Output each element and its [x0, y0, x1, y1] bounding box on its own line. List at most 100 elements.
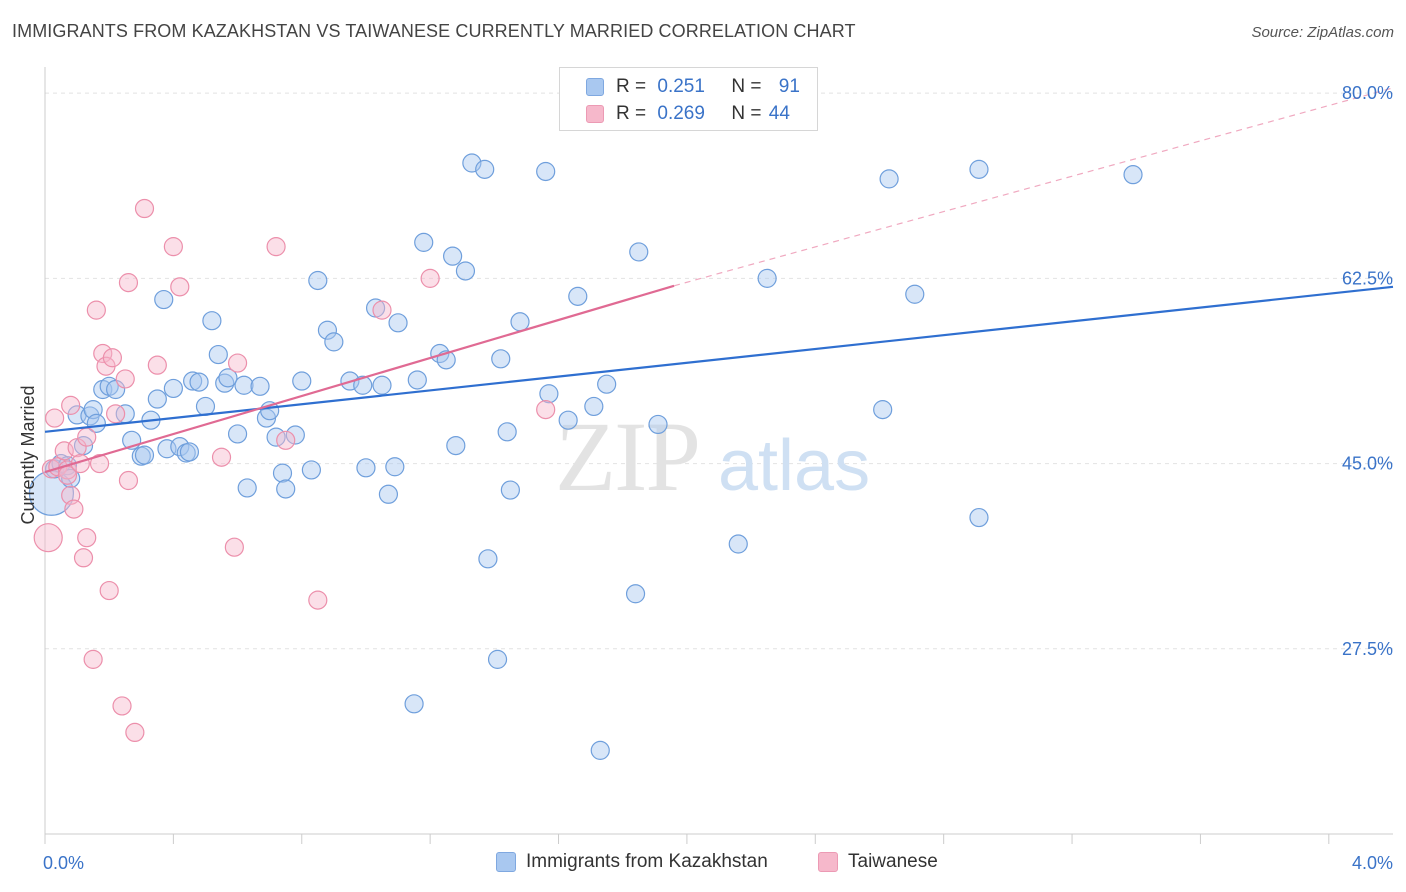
data-point-kazakhstan [183, 371, 203, 391]
watermark: ZIP atlas [555, 401, 870, 512]
data-point-kazakhstan [237, 478, 257, 498]
data-point-taiwanese [33, 523, 63, 553]
data-point-kazakhstan [272, 463, 293, 483]
data-point-taiwanese [372, 300, 392, 320]
data-point-kazakhstan [404, 694, 424, 714]
axes [44, 67, 1393, 844]
data-point-kazakhstan [625, 584, 646, 604]
watermark-atlas: atlas [718, 426, 870, 506]
legend-swatch-blue [586, 78, 604, 96]
bottom-legend-swatch-pink [818, 852, 838, 872]
data-point-kazakhstan [292, 371, 312, 391]
data-point-taiwanese [125, 722, 145, 743]
data-point-kazakhstan [879, 169, 899, 189]
legend-r-label: R = [616, 76, 647, 97]
data-point-kazakhstan [385, 457, 405, 477]
data-point-kazakhstan [208, 344, 228, 365]
legend-n-label: N = [731, 103, 762, 124]
data-point-kazakhstan [353, 375, 373, 395]
data-point-kazakhstan [163, 378, 183, 399]
data-point-kazakhstan [568, 286, 588, 306]
legend-r-label: R = [616, 103, 647, 124]
data-point-taiwanese [77, 427, 97, 447]
trend-line-taiwanese [44, 284, 675, 474]
data-point-taiwanese [118, 273, 139, 293]
data-point-kazakhstan [757, 268, 777, 288]
bottom-legend-label: Immigrants from Kazakhstan [526, 851, 768, 872]
data-point-kazakhstan [134, 445, 155, 465]
legend-row-taiwanese: R = 0.269 N = 44 [586, 101, 790, 127]
tick-labels: 80.0% 62.5% 45.0% 27.5% 0.0% 4.0% [43, 83, 1393, 873]
data-point-kazakhstan [491, 349, 511, 369]
data-point-kazakhstan [356, 458, 376, 478]
data-point-kazakhstan [629, 242, 649, 262]
data-point-kazakhstan [590, 740, 610, 760]
data-point-kazakhstan [317, 320, 338, 340]
data-point-kazakhstan [536, 161, 556, 182]
data-point-taiwanese [227, 353, 248, 373]
data-point-taiwanese [93, 343, 113, 364]
data-point-taiwanese [86, 300, 106, 320]
data-point-kazakhstan [250, 376, 270, 396]
data-point-kazakhstan [487, 649, 508, 669]
y-tick-label: 45.0% [1342, 454, 1393, 474]
data-point-kazakhstan [1123, 165, 1143, 185]
data-point-kazakhstan [597, 374, 617, 394]
trend-line-taiwanese-extension [673, 87, 1394, 287]
legend-n-label: N = [731, 76, 762, 97]
data-point-kazakhstan [388, 313, 408, 333]
trend-lines [44, 87, 1394, 474]
data-point-kazakhstan [378, 484, 399, 504]
data-point-kazakhstan [147, 389, 167, 409]
data-point-taiwanese [102, 348, 123, 368]
data-point-kazakhstan [497, 422, 517, 442]
data-point-taiwanese [147, 355, 167, 375]
data-point-kazakhstan [455, 261, 476, 281]
data-point-kazakhstan [539, 384, 559, 404]
data-point-kazakhstan [202, 311, 222, 331]
data-point-taiwanese [83, 649, 103, 669]
data-point-taiwanese [99, 580, 119, 601]
data-point-kazakhstan [728, 534, 748, 554]
data-point-kazakhstan [285, 425, 305, 445]
legend-n-value: 91 [778, 76, 800, 97]
data-point-taiwanese [118, 470, 139, 491]
data-point-taiwanese [77, 528, 97, 548]
data-point-kazakhstan [215, 373, 235, 393]
data-point-kazakhstan [234, 375, 254, 395]
data-point-kazakhstan [154, 289, 174, 310]
data-point-taiwanese [420, 268, 440, 288]
data-point-kazakhstan [195, 396, 216, 417]
data-point-kazakhstan [510, 312, 530, 332]
data-point-kazakhstan [301, 460, 321, 480]
chart-title: IMMIGRANTS FROM KAZAKHSTAN VS TAIWANESE … [12, 21, 856, 41]
series-taiwanese-points [33, 198, 556, 743]
data-point-kazakhstan [443, 246, 463, 266]
data-point-taiwanese [308, 590, 328, 610]
data-point-taiwanese [73, 548, 94, 568]
data-point-taiwanese [276, 430, 296, 450]
data-point-taiwanese [45, 408, 65, 428]
y-tick-label: 80.0% [1342, 83, 1393, 103]
legend-r-value: 0.269 [657, 103, 705, 124]
data-point-taiwanese [266, 237, 286, 257]
data-point-kazakhstan [189, 372, 209, 392]
bottom-legend-swatch-blue [496, 852, 516, 872]
data-point-kazakhstan [372, 375, 392, 395]
data-point-taiwanese [163, 237, 183, 257]
data-point-kazakhstan [324, 332, 344, 352]
trend-line-kazakhstan [44, 285, 1394, 433]
data-point-kazakhstan [227, 424, 248, 444]
data-point-taiwanese [536, 400, 556, 420]
data-point-kazakhstan [218, 368, 238, 388]
data-point-kazakhstan [308, 270, 328, 291]
data-point-kazakhstan [969, 159, 989, 179]
y-tick-label: 27.5% [1342, 639, 1393, 659]
grid-lines [45, 92, 1393, 650]
data-point-kazakhstan [414, 232, 434, 252]
data-point-kazakhstan [478, 549, 498, 569]
source-label: Source: ZipAtlas.com [1251, 24, 1394, 41]
y-tick-label: 62.5% [1342, 268, 1393, 288]
data-point-kazakhstan [276, 479, 296, 499]
data-point-taiwanese [134, 198, 155, 219]
